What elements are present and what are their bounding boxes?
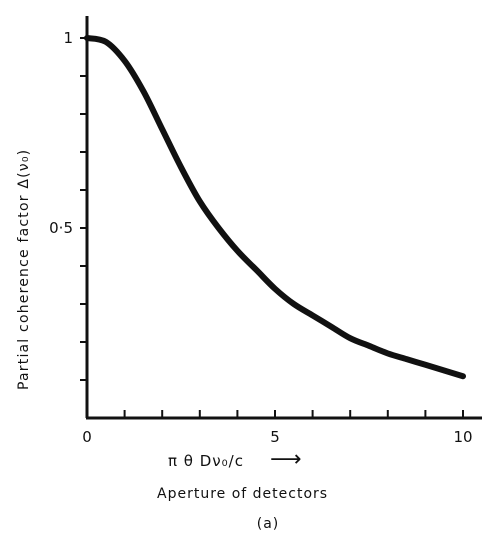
x-axis-label-arrow: ⟶ (270, 447, 303, 472)
panel-label: (a) (257, 516, 280, 532)
x-tick-label: 0 (82, 428, 92, 446)
y-axis-label: Partial coherence factor Δ(ν₀) (16, 149, 32, 390)
x-axis-label: π θ Dν₀/c (168, 452, 244, 470)
x-tick-label: 10 (453, 428, 472, 446)
y-tick-label: 1 (63, 29, 73, 47)
x-tick-label: 5 (270, 428, 280, 446)
y-tick-label: 0·5 (49, 219, 73, 237)
x-axis-caption: Aperture of detectors (157, 486, 328, 502)
coherence-curve (84, 35, 466, 380)
